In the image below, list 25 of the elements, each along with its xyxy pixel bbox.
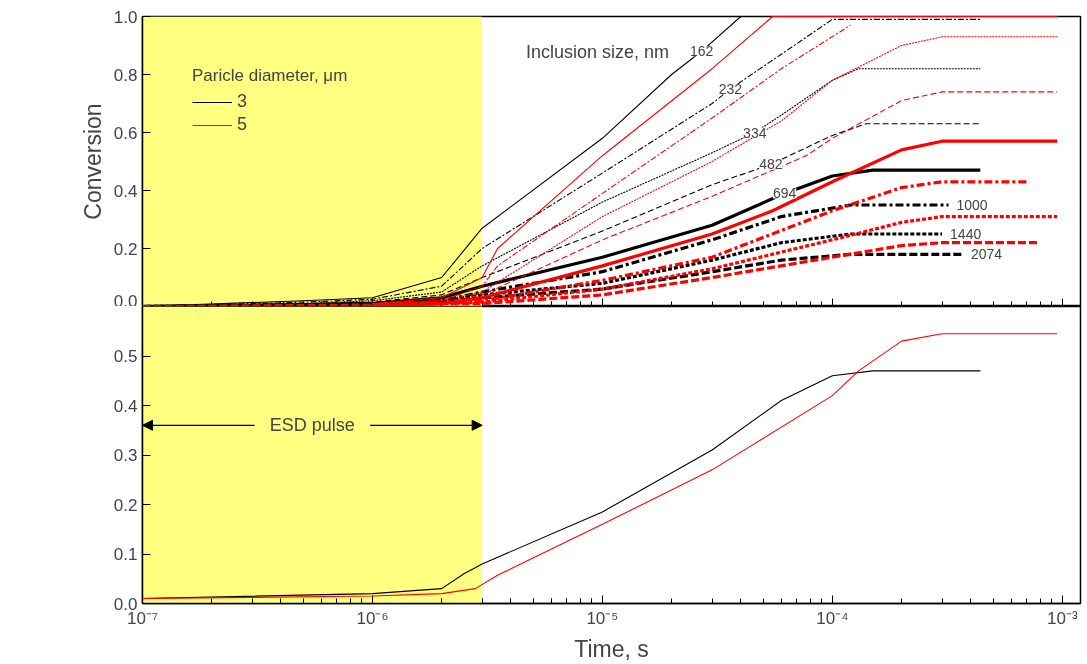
y-tick-label: 0.8 [113,65,138,85]
legend-title: Paricle diameter, μm [192,66,348,86]
y-axis-title: Conversion [79,103,106,220]
annotation: Inclusion size, nm [525,41,670,62]
annotation: 1000 [956,197,988,213]
y-tick-label: 0.4 [113,181,138,201]
y-tick-label: 0.1 [113,545,138,564]
x-axis-title: Time, s [574,635,649,662]
y-tick-label: 0.4 [113,396,138,416]
x-tick-label: 10⁻³ [1047,608,1078,628]
y-tick-label: 0.2 [113,239,138,259]
x-tick-label: 10⁻⁶ [356,608,389,628]
annotation: 1440 [950,226,982,242]
annotation: 2074 [971,246,1003,263]
y-tick-label: 0.2 [113,495,138,515]
y-tick-label: 0.3 [113,446,138,465]
band-label: ESD pulse [269,415,355,436]
x-tick-label: 10⁻⁴ [816,608,849,628]
y-tick-label: 0.6 [113,123,138,143]
y-tick-label: 1.0 [113,7,138,27]
legend-label: 5 [237,114,248,135]
legend-label: 3 [237,91,248,112]
y-tick-label: 0.0 [113,291,138,311]
x-tick-label: 10⁻⁵ [586,608,619,628]
y-tick-label: 0.5 [113,347,138,366]
